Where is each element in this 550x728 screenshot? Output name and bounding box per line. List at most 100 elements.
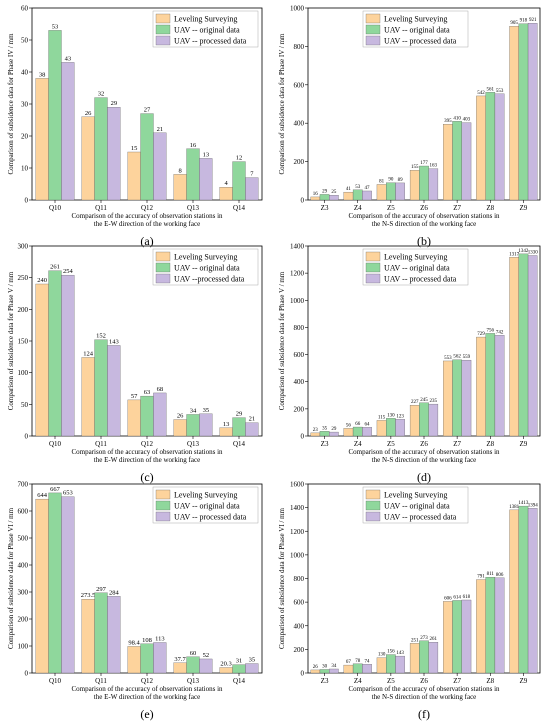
bar-z7-series-1 <box>452 121 462 201</box>
data-label: 81 <box>379 179 385 184</box>
bar-z6-series-2 <box>428 168 439 201</box>
bar-z7-series-0 <box>443 601 453 674</box>
bar-z5-series-0 <box>376 657 387 674</box>
data-label: 108 <box>142 637 152 644</box>
legend-swatch-2 <box>155 35 171 46</box>
data-label: 123 <box>396 414 404 419</box>
chart-panel-0: 0 10 20 30 40 50 60 Comparison of subsidence da… <box>7 5 263 248</box>
data-label: 16 <box>313 192 319 197</box>
bar-z3-series-2 <box>329 431 339 437</box>
y-tick-label: 600 <box>294 351 305 359</box>
y-tick-label: 300 <box>18 243 29 251</box>
legend-label-0: Leveling Surveying <box>384 15 447 24</box>
data-label: 26 <box>313 665 319 670</box>
bar-z3-series-0 <box>310 196 321 201</box>
data-label: 29 <box>111 100 118 107</box>
legend-label-2: UAV -- processed data <box>384 37 457 46</box>
bar-z3-series-2 <box>329 195 339 201</box>
y-tick-label: 400 <box>294 622 305 630</box>
data-label: 905 <box>510 21 518 26</box>
data-label: 1413 <box>518 501 529 506</box>
data-label: 606 <box>444 596 452 601</box>
data-label: 7 <box>250 171 254 178</box>
legend-label-0: Leveling Surveying <box>174 253 237 262</box>
y-tick-label: 200 <box>18 616 29 624</box>
panel-label: (d) <box>417 470 431 484</box>
data-label: 1394 <box>528 503 539 508</box>
legend-frame <box>152 248 259 286</box>
bar-q10-series-0 <box>35 498 49 674</box>
bar-z3-series-0 <box>310 432 321 437</box>
legend-label-0: Leveling Surveying <box>384 491 447 500</box>
bar-q11-series-2 <box>107 107 121 201</box>
bar-z8-series-2 <box>494 577 505 674</box>
data-label: 143 <box>109 338 119 345</box>
legend-swatch-2 <box>365 273 381 284</box>
legend-frame <box>362 10 469 48</box>
data-label: 12 <box>236 155 243 162</box>
bar-z8-series-2 <box>494 93 505 201</box>
bar-q13-series-1 <box>186 414 200 437</box>
bar-q10-series-2 <box>61 62 75 201</box>
chart-panel-1: 0 200 400 600 800 1000 Comparison of subsidenc… <box>278 5 541 248</box>
legend-swatch-0 <box>155 489 171 500</box>
bar-z3-series-2 <box>329 668 339 674</box>
bar-z5-series-2 <box>395 182 405 201</box>
x-tick-label: Q12 <box>141 440 154 448</box>
data-label: 67 <box>346 660 352 665</box>
bar-q11-series-1 <box>94 97 108 201</box>
x-tick-label: Z9 <box>520 204 528 212</box>
y-tick-label: 500 <box>18 535 29 543</box>
legend-label-0: Leveling Surveying <box>174 491 237 500</box>
y-tick-label: 0 <box>25 433 29 441</box>
x-axis-label: Comparison of the accuracy of observatio… <box>71 685 223 693</box>
legend-swatch-2 <box>365 35 381 46</box>
bar-z4-series-0 <box>343 428 354 437</box>
y-tick-label: 200 <box>18 306 29 314</box>
data-label: 395 <box>444 119 452 124</box>
y-axis-label: Comparison of subsidence data for Phase … <box>7 507 15 649</box>
data-label: 653 <box>63 490 73 497</box>
bar-z4-series-0 <box>343 664 354 674</box>
data-label: 251 <box>411 638 419 643</box>
data-label: 273.5 <box>81 592 96 599</box>
x-tick-label: Z4 <box>354 204 362 212</box>
y-tick-label: 700 <box>18 481 29 489</box>
x-tick-label: Q12 <box>141 204 154 212</box>
legend: Leveling Surveying UAV -- original data UA… <box>362 486 469 524</box>
data-label: 21 <box>249 416 256 423</box>
legend-frame <box>362 486 469 524</box>
legend-label-1: UAV -- original data <box>384 264 450 273</box>
data-label: 4 <box>224 180 228 187</box>
data-label: 130 <box>387 413 395 418</box>
bar-q14-series-2 <box>245 663 259 674</box>
panel-label: (c) <box>140 470 153 484</box>
bar-q13-series-0 <box>173 174 187 201</box>
bar-z4-series-2 <box>362 427 372 437</box>
x-tick-label: Z7 <box>453 440 461 448</box>
data-label: 1330 <box>528 251 539 256</box>
y-tick-label: 20 <box>21 133 29 141</box>
y-tick-label: 1600 <box>290 481 305 489</box>
legend-label-0: Leveling Surveying <box>384 253 447 262</box>
x-axis-label: the N-S direction of the working face <box>372 456 477 464</box>
bar-z8-series-2 <box>494 335 505 437</box>
y-tick-label: 600 <box>294 81 305 89</box>
legend-label-1: UAV -- original data <box>174 502 240 511</box>
bar-q12-series-1 <box>140 113 154 201</box>
data-label: 403 <box>463 118 471 123</box>
panel-label: (f) <box>418 707 430 721</box>
legend-label-2: UAV -- processed data <box>174 37 247 46</box>
y-axis-label: Comparison of subsidence data for Phase … <box>7 33 15 175</box>
bar-q13-series-0 <box>173 419 187 437</box>
y-tick-label: 800 <box>294 43 305 51</box>
y-tick-label: 1200 <box>290 270 305 278</box>
data-label: 98.4 <box>128 639 140 646</box>
data-label: 562 <box>453 355 461 360</box>
bar-z4-series-1 <box>352 663 363 674</box>
legend-swatch-1 <box>365 24 381 35</box>
data-label: 143 <box>396 651 404 656</box>
y-tick-label: 300 <box>18 589 29 597</box>
data-label: 29 <box>322 189 328 194</box>
data-label: 163 <box>430 164 438 169</box>
